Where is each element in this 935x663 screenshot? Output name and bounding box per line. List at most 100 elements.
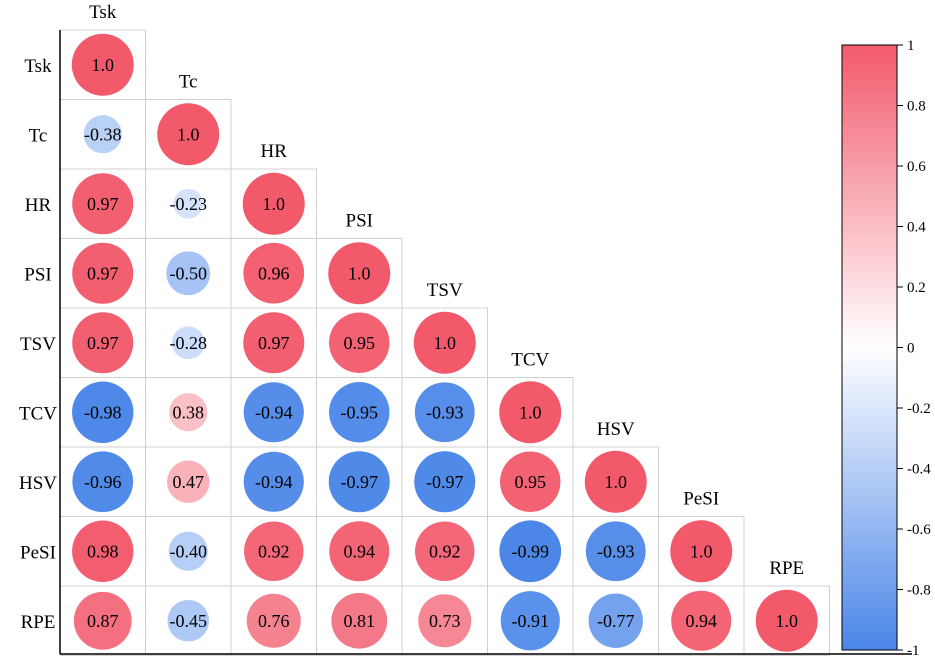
corr-circle-PSI-Tsk bbox=[72, 242, 134, 304]
corr-value-HSV-Tc: 0.47 bbox=[173, 472, 205, 492]
corr-circle-HSV-Tsk bbox=[72, 451, 134, 513]
corr-value-PeSI-HR: 0.92 bbox=[258, 541, 290, 561]
colorbar-tick-label: 0.2 bbox=[907, 280, 926, 296]
corr-circle-TCV-Tsk bbox=[72, 381, 134, 443]
corr-value-TSV-HR: 0.97 bbox=[258, 333, 290, 353]
matrix-cells: 1.0 -0.38 1.0 0.97 -0.23 1.0 0.97 -0.50 0.96 1.0 0… bbox=[59, 29, 830, 656]
corr-value-RPE-PSI: 0.81 bbox=[344, 611, 376, 631]
corr-value-HSV-HSV: 1.0 bbox=[605, 472, 628, 492]
corr-circle-PeSI-Tsk bbox=[72, 520, 134, 582]
matrix-axes bbox=[59, 30, 912, 655]
corr-circle-PeSI-TSV bbox=[415, 521, 475, 581]
corr-value-PSI-PSI: 1.0 bbox=[348, 263, 371, 283]
corr-value-TCV-HR: -0.94 bbox=[255, 402, 293, 422]
corr-circle-TSV-Tc bbox=[171, 326, 205, 360]
corr-value-PSI-Tsk: 0.97 bbox=[87, 263, 119, 283]
corr-circle-PSI-Tc bbox=[166, 251, 211, 296]
corr-circle-HSV-HSV bbox=[584, 450, 647, 513]
corr-circle-Tc-Tsk bbox=[83, 115, 122, 154]
column-label-HR: HR bbox=[261, 141, 288, 162]
corr-value-RPE-Tsk: 0.87 bbox=[87, 611, 119, 631]
column-label-PeSI: PeSI bbox=[683, 489, 719, 510]
column-label-RPE: RPE bbox=[769, 558, 804, 579]
row-label-Tc: Tc bbox=[29, 125, 48, 146]
corr-circle-PSI-HR bbox=[243, 242, 305, 304]
corr-circle-HSV-TCV bbox=[500, 451, 561, 512]
corr-value-HSV-TCV: 0.95 bbox=[515, 472, 547, 492]
corr-circle-TSV-TSV bbox=[413, 311, 476, 374]
corr-value-PeSI-Tsk: 0.98 bbox=[87, 541, 119, 561]
corr-circle-TSV-HR bbox=[243, 312, 305, 374]
colorbar-tick-label: 0 bbox=[907, 341, 915, 357]
colorbar: 1 0.8 0.6 0.4 0.2 0 -0.2 -0.4 -0.6 -0.8 -1 bbox=[841, 38, 931, 659]
row-label-HR: HR bbox=[25, 195, 52, 216]
corr-value-HR-Tc: -0.23 bbox=[170, 194, 208, 214]
corr-circle-TSV-PSI bbox=[329, 312, 390, 373]
row-label-PSI: PSI bbox=[24, 264, 51, 285]
corr-circle-TCV-PSI bbox=[329, 382, 390, 443]
colorbar-tick-label: 0.4 bbox=[907, 220, 926, 236]
corr-value-TSV-TSV: 1.0 bbox=[434, 333, 457, 353]
corr-circle-HSV-PSI bbox=[328, 451, 390, 513]
column-label-Tsk: Tsk bbox=[89, 2, 117, 23]
column-labels: Tsk Tc HR PSI TSV TCV HSV PeSI RPE bbox=[89, 2, 804, 579]
colorbar-tick-label: 1 bbox=[907, 38, 915, 54]
corr-value-RPE-TSV: 0.73 bbox=[429, 611, 461, 631]
row-labels: Tsk Tc HR PSI TSV TCV HSV PeSI RPE bbox=[19, 56, 57, 633]
row-label-Tsk: Tsk bbox=[24, 56, 52, 77]
row-label-TSV: TSV bbox=[20, 334, 56, 355]
corr-value-RPE-HR: 0.76 bbox=[258, 611, 290, 631]
corr-value-TSV-Tc: -0.28 bbox=[170, 333, 208, 353]
corr-value-HSV-HR: -0.94 bbox=[255, 472, 293, 492]
corr-value-PeSI-HSV: -0.93 bbox=[597, 541, 635, 561]
corr-circle-PeSI-HR bbox=[244, 521, 304, 581]
corr-value-Tc-Tc: 1.0 bbox=[177, 124, 200, 144]
colorbar-tick-label: -0.4 bbox=[907, 462, 931, 478]
corr-value-PeSI-TSV: 0.92 bbox=[429, 541, 461, 561]
corr-value-RPE-PeSI: 0.94 bbox=[686, 611, 718, 631]
column-label-PSI: PSI bbox=[346, 211, 373, 232]
corr-circle-HR-Tsk bbox=[72, 173, 134, 235]
corr-value-PeSI-PSI: 0.94 bbox=[344, 541, 376, 561]
cell-box-RPE-RPE bbox=[743, 585, 830, 656]
corr-circle-PeSI-PeSI bbox=[670, 520, 733, 583]
corr-circle-RPE-Tc bbox=[167, 599, 210, 642]
row-label-PeSI: PeSI bbox=[20, 542, 56, 563]
corr-circle-RPE-Tsk bbox=[73, 591, 132, 650]
corr-value-RPE-Tc: -0.45 bbox=[170, 611, 208, 631]
corr-circle-PeSI-PSI bbox=[329, 521, 390, 582]
row-label-RPE: RPE bbox=[21, 612, 56, 633]
corr-circle-RPE-HR bbox=[246, 593, 301, 648]
corr-value-RPE-RPE: 1.0 bbox=[776, 611, 799, 631]
corr-value-HSV-Tsk: -0.96 bbox=[84, 472, 122, 492]
corr-circle-PeSI-TCV bbox=[499, 520, 562, 583]
corr-circle-HR-Tc bbox=[173, 188, 204, 219]
corr-circle-RPE-TSV bbox=[418, 594, 472, 648]
corr-value-PeSI-PeSI: 1.0 bbox=[690, 541, 713, 561]
colorbar-tick-label: -0.2 bbox=[907, 401, 931, 417]
corr-circle-RPE-PSI bbox=[331, 592, 388, 649]
colorbar-ticks: 1 0.8 0.6 0.4 0.2 0 -0.2 -0.4 -0.6 -0.8 -1 bbox=[897, 38, 931, 659]
corr-value-TCV-TSV: -0.93 bbox=[426, 402, 464, 422]
corr-circle-RPE-TCV bbox=[500, 591, 560, 651]
corr-circle-TCV-TSV bbox=[414, 382, 475, 443]
corr-value-TCV-PSI: -0.95 bbox=[341, 402, 379, 422]
corr-circle-HSV-HR bbox=[243, 451, 304, 512]
corr-value-TCV-Tsk: -0.98 bbox=[84, 402, 122, 422]
row-label-TCV: TCV bbox=[19, 403, 57, 424]
corr-circle-HSV-TSV bbox=[414, 451, 476, 513]
corr-circle-RPE-PeSI bbox=[671, 590, 732, 651]
corr-circle-TSV-Tsk bbox=[72, 312, 134, 374]
corr-circle-PeSI-HSV bbox=[585, 521, 646, 582]
corr-circle-TCV-HR bbox=[243, 382, 304, 443]
column-label-HSV: HSV bbox=[597, 419, 635, 440]
corr-value-PeSI-Tc: -0.40 bbox=[170, 541, 208, 561]
corr-value-RPE-HSV: -0.77 bbox=[597, 611, 635, 631]
corr-circle-TCV-TCV bbox=[499, 381, 562, 444]
column-label-TCV: TCV bbox=[511, 350, 549, 371]
corr-value-TSV-Tsk: 0.97 bbox=[87, 333, 119, 353]
corr-circle-RPE-RPE bbox=[755, 589, 818, 652]
corr-value-TSV-PSI: 0.95 bbox=[344, 333, 376, 353]
row-label-HSV: HSV bbox=[19, 473, 57, 494]
